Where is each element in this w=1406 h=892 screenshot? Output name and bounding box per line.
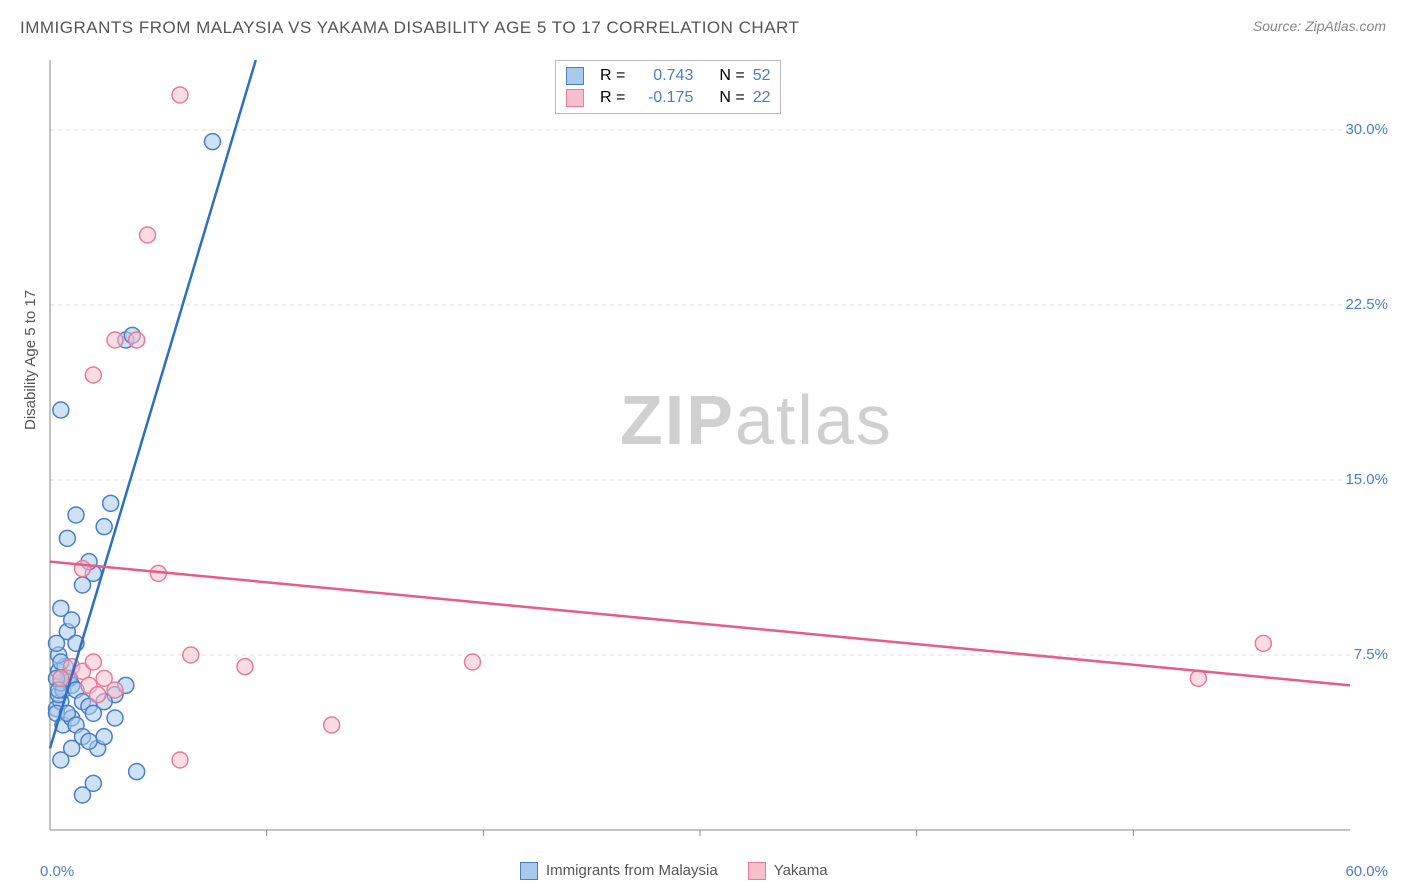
legend-swatch-series1-b [520, 862, 538, 880]
n-value-series2: 22 [753, 89, 771, 107]
stats-row-series2: R = -0.175 N = 22 [566, 87, 770, 109]
plot-area [0, 0, 1406, 892]
y-tick-label: 7.5% [1354, 646, 1388, 663]
legend-swatch-series2 [566, 89, 584, 107]
n-label: N = [719, 67, 744, 85]
stats-row-series1: R = 0.743 N = 52 [566, 65, 770, 87]
x-tick-min: 0.0% [40, 863, 74, 880]
r-value-series1: 0.743 [633, 67, 693, 85]
r-value-series2: -0.175 [633, 89, 693, 107]
legend-item-series2: Yakama [748, 862, 828, 880]
stats-legend: R = 0.743 N = 52 R = -0.175 N = 22 [555, 60, 781, 114]
legend-swatch-series2-b [748, 862, 766, 880]
r-label: R = [600, 67, 625, 85]
legend-label-series2: Yakama [774, 862, 828, 879]
y-tick-label: 15.0% [1345, 471, 1388, 488]
n-label: N = [719, 89, 744, 107]
legend-swatch-series1 [566, 67, 584, 85]
series-legend: Immigrants from Malaysia Yakama [520, 862, 828, 880]
r-label: R = [600, 89, 625, 107]
legend-label-series1: Immigrants from Malaysia [546, 862, 718, 879]
x-tick-max: 60.0% [1345, 863, 1388, 880]
legend-item-series1: Immigrants from Malaysia [520, 862, 718, 880]
y-tick-label: 30.0% [1345, 121, 1388, 138]
n-value-series1: 52 [753, 67, 771, 85]
correlation-chart: IMMIGRANTS FROM MALAYSIA VS YAKAMA DISAB… [0, 0, 1406, 892]
y-tick-label: 22.5% [1345, 296, 1388, 313]
